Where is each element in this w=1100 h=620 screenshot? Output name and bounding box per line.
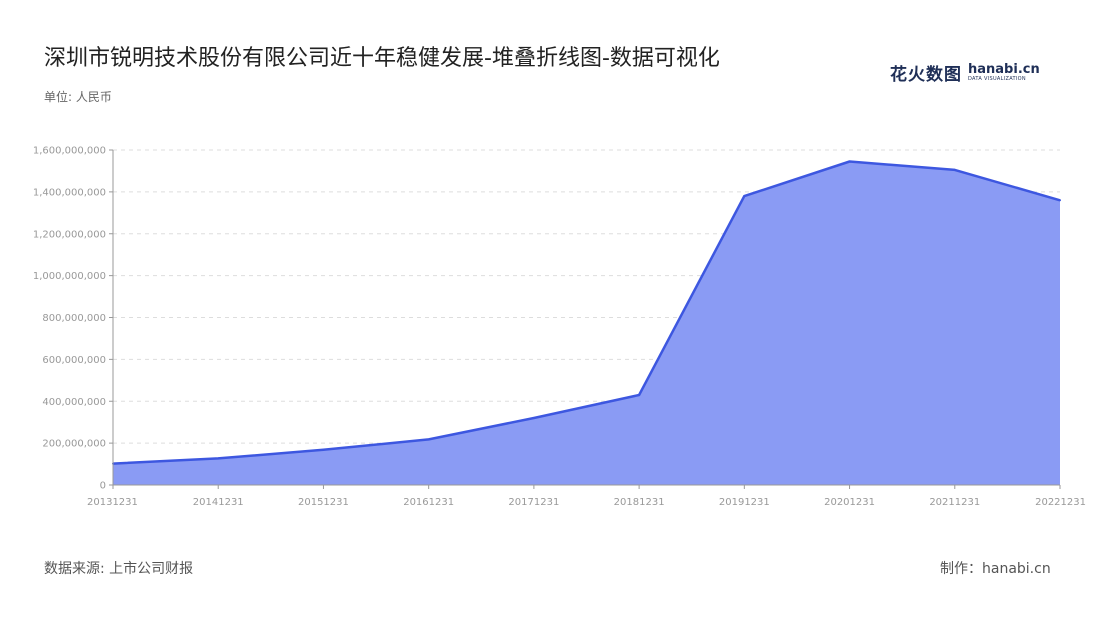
x-tick-label: 20191231 [719,497,770,508]
data-point [322,448,325,451]
y-tick-label: 1,200,000,000 [33,229,106,240]
data-source-note: 数据来源: 上市公司财报 [44,561,194,577]
brand-logo-sub: DATA VISUALIZATION [968,76,1026,82]
x-tick-label: 20131231 [87,497,138,508]
series-area-group [112,160,1061,485]
data-point [427,438,430,441]
y-tick-label: 0 [100,481,106,492]
x-tick-label: 20141231 [193,497,244,508]
data-point [217,457,220,460]
chart-title: 深圳市锐明技术股份有限公司近十年稳健发展-堆叠折线图-数据可视化 [44,46,720,71]
unit-label: 单位: 人民币 [44,90,112,104]
y-tick-label: 1,000,000,000 [33,271,106,282]
x-tick-label: 20211231 [929,497,980,508]
data-point [848,160,851,163]
x-tick-label: 20161231 [403,497,454,508]
data-point [638,393,641,396]
x-tick-label: 20181231 [614,497,665,508]
x-tick-label: 20221231 [1035,497,1086,508]
y-tick-label: 800,000,000 [42,313,106,324]
y-tick-label: 400,000,000 [42,397,106,408]
brand-logo-cn: 花火数图 [890,65,962,85]
brand-logo-en-group: hanabi.cn DATA VISUALIZATION [968,63,1040,82]
x-tick-label: 20171231 [508,497,559,508]
brand-logo: 花火数图 hanabi.cn DATA VISUALIZATION [890,60,1040,85]
data-point [743,195,746,198]
y-tick-label: 1,400,000,000 [33,187,106,198]
brand-logo-en: hanabi.cn [968,62,1040,77]
y-tick-label: 200,000,000 [42,439,106,450]
data-point [532,417,535,419]
x-tick-label: 20201231 [824,497,875,508]
x-axis-ticks: 20131231 20141231 20151231 20161231 20171231… [87,485,1086,508]
data-point [1059,199,1061,202]
y-tick-label: 600,000,000 [42,355,106,366]
series-line [112,160,1061,465]
y-axis-ticks: 0 200,000,000 400,000,000 600,000,000 800,00… [33,146,113,492]
series-area [113,161,1060,485]
data-point [953,168,956,171]
x-tick-label: 20151231 [298,497,349,508]
y-tick-label: 1,600,000,000 [33,146,106,157]
maker-credit: 制作：hanabi.cn [940,561,1051,577]
